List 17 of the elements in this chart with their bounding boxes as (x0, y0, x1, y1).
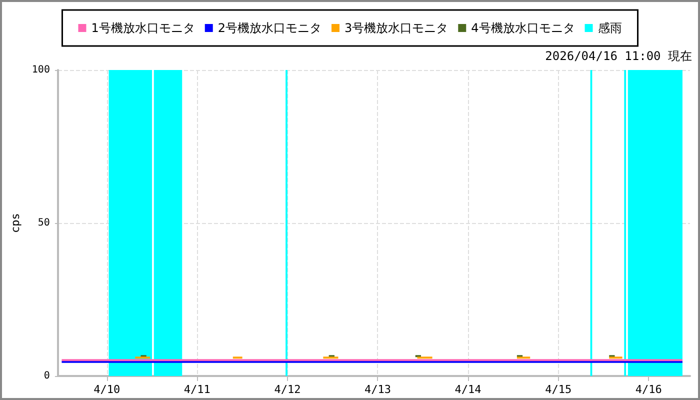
y-axis-title: cps (9, 213, 22, 233)
legend-label: 3号機放水口モニタ (344, 21, 448, 35)
x-tick-label: 4/11 (184, 383, 210, 396)
x-tick-label: 4/10 (94, 383, 120, 396)
y-tick-label: 100 (32, 64, 50, 76)
x-tick-label: 4/12 (274, 383, 301, 396)
y-tick-label: 50 (38, 218, 50, 228)
x-tick-label: 4/15 (545, 383, 572, 396)
legend-label: 4号機放水口モニタ (471, 21, 575, 35)
text: 2026/04/16 11:00 現在 (545, 49, 692, 63)
legend-label: 感雨 (598, 21, 622, 35)
x-tick-label: 4/14 (454, 383, 482, 396)
x-tick-label: 4/16 (635, 383, 662, 396)
legend-label: 2号機放水口モニタ (218, 21, 322, 35)
x-tick-label: 4/13 (364, 383, 391, 396)
y-tick-label: 0 (44, 370, 50, 382)
legend-label: 1号機放水口モニタ (91, 21, 195, 35)
